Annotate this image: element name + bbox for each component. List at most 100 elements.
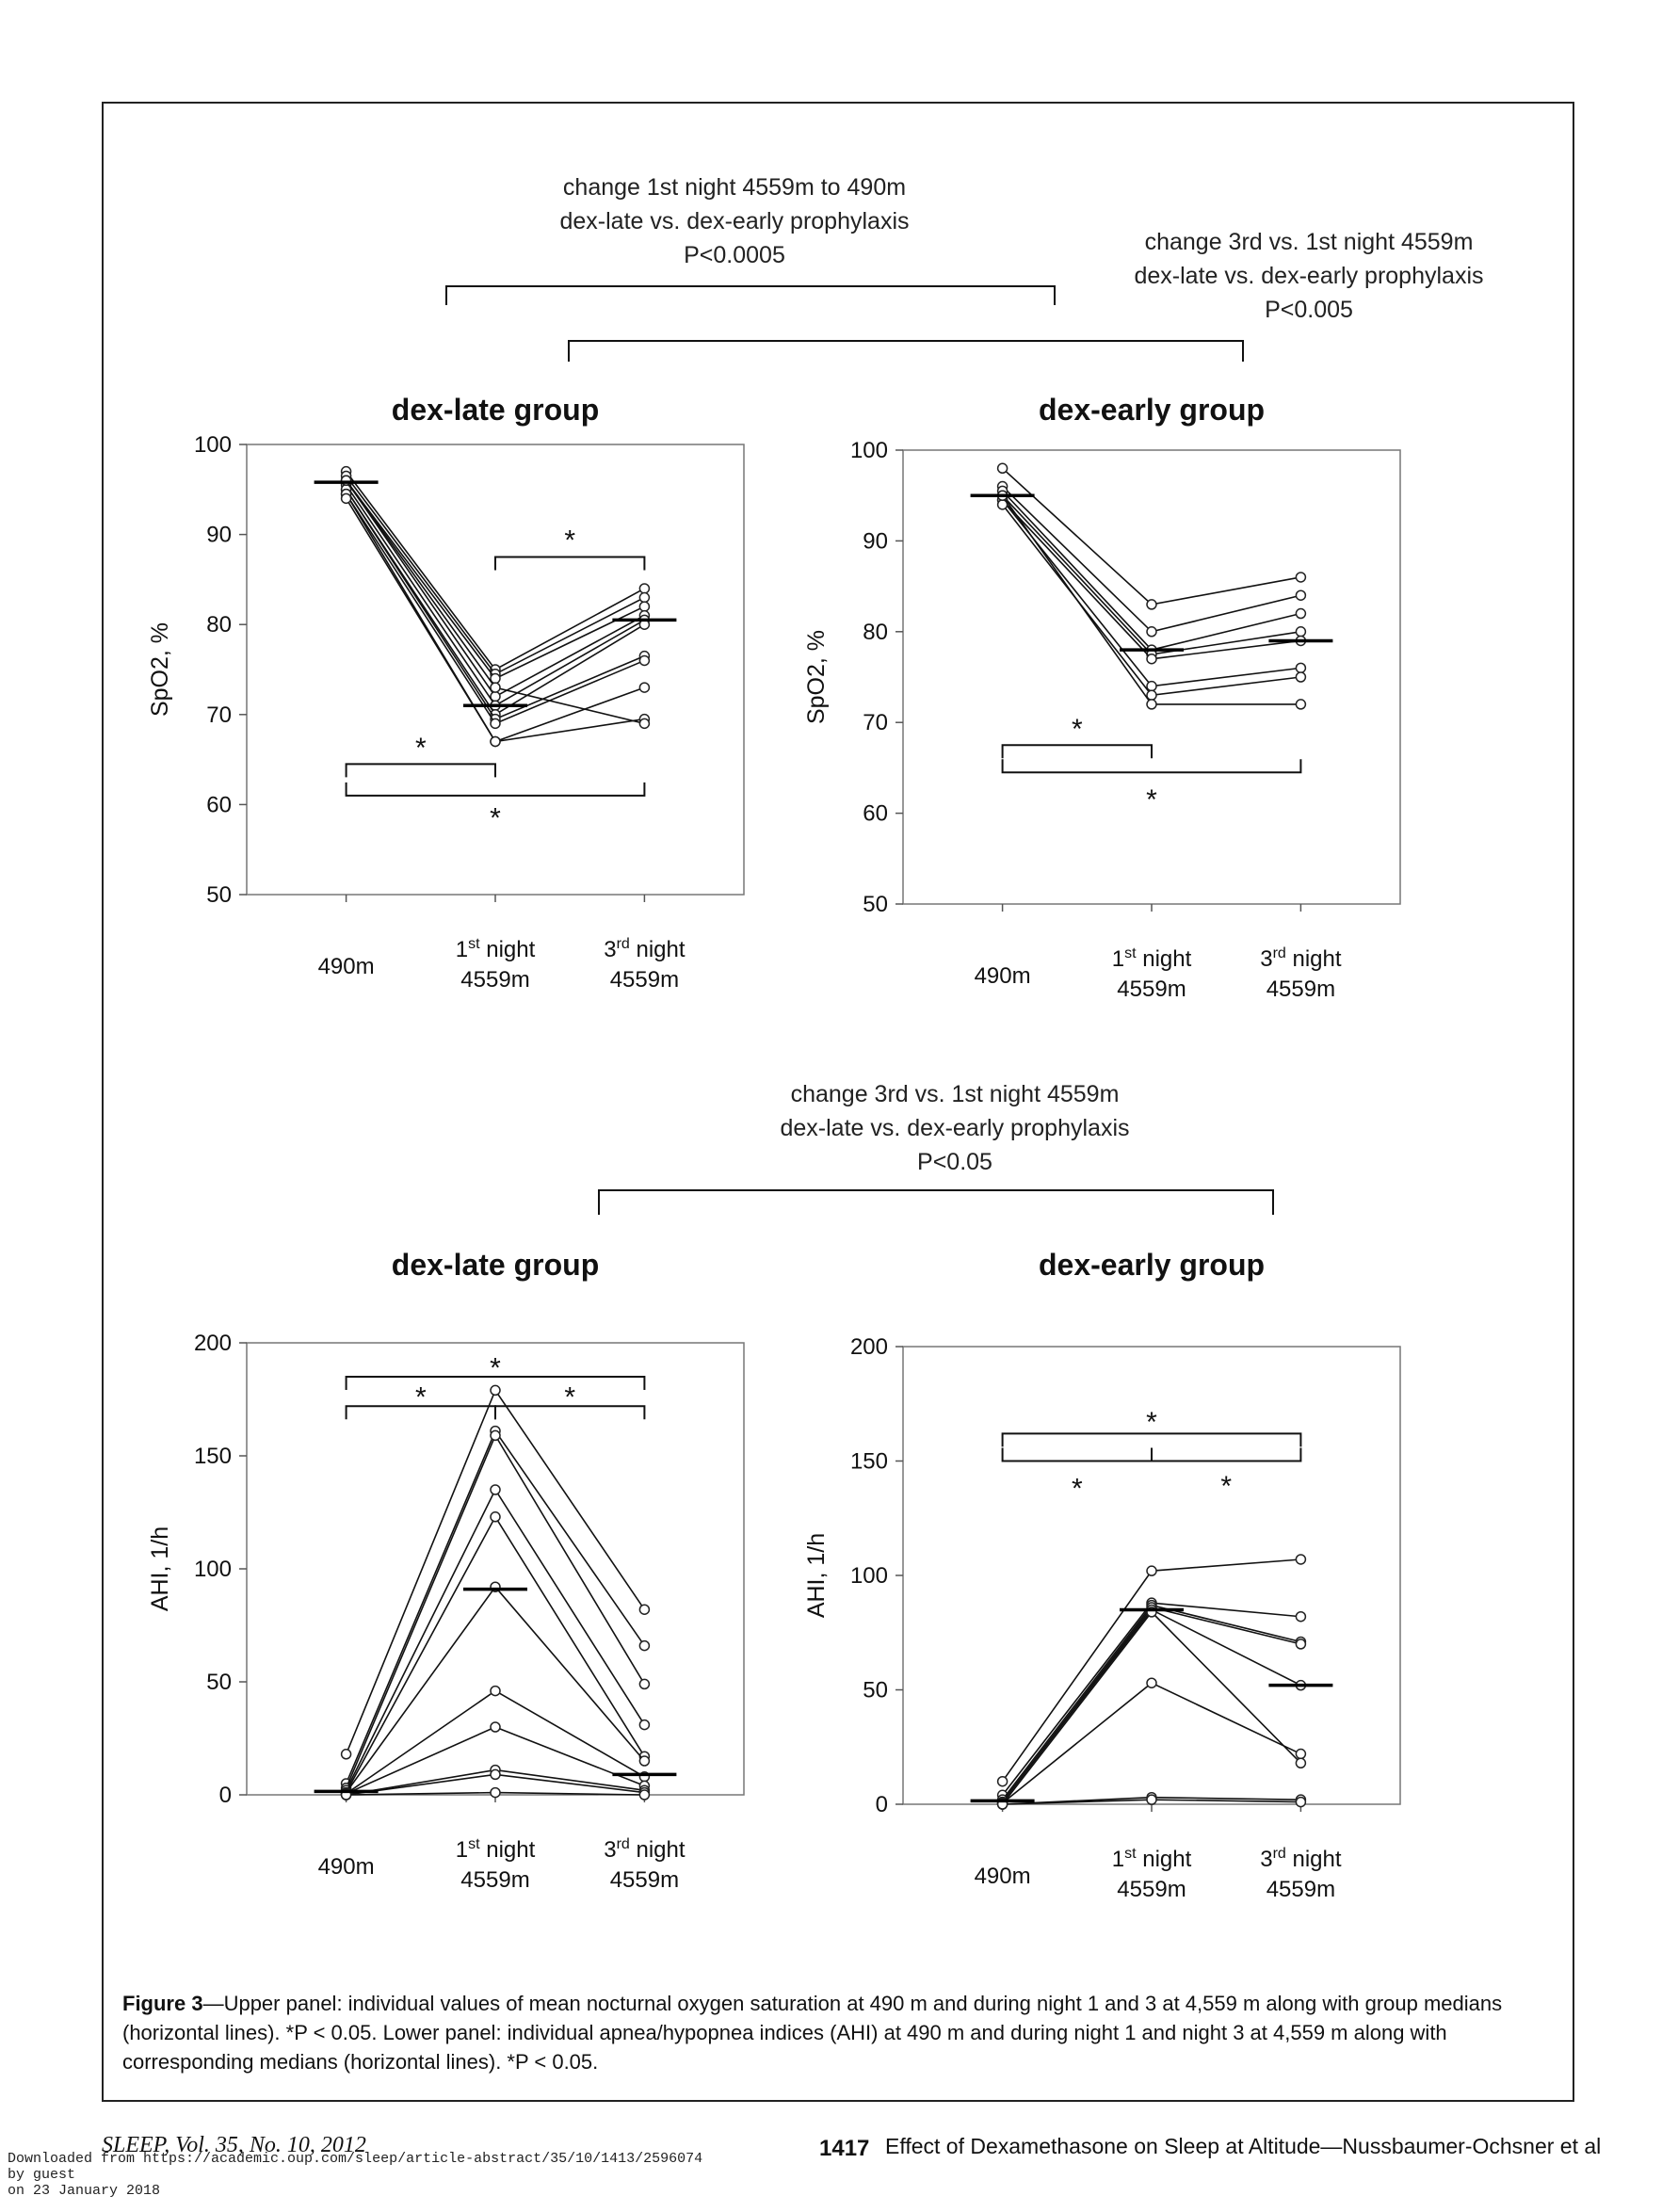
figure-caption: Figure 3—Upper panel: individual values … xyxy=(122,1989,1563,2076)
ahi-dex-late-panel: dex-late group 0 50 100 150 200 AHI, 1/h 490m 1s… xyxy=(147,1248,745,1893)
significance-star: * xyxy=(564,1382,575,1413)
x-tick-label: 4559m xyxy=(460,967,529,993)
y-tick-label: 50 xyxy=(863,1678,888,1703)
y-tick-label: 100 xyxy=(194,1557,232,1582)
comparison-bracket xyxy=(568,340,1244,362)
caption-label: Figure 3 xyxy=(122,1992,203,2015)
y-tick-label: 60 xyxy=(206,792,232,817)
y-tick-label: 50 xyxy=(206,882,232,908)
y-tick-label: 70 xyxy=(863,710,888,735)
y-tick-label: 150 xyxy=(850,1449,888,1475)
x-tick-label: 1st night xyxy=(456,936,536,962)
data-point xyxy=(1146,653,1157,665)
top-comparison-2: change 3rd vs. 1st night 4559m dex-late … xyxy=(1135,229,1484,323)
x-tick-label: 4559m xyxy=(1267,1877,1335,1902)
y-tick-label: 0 xyxy=(876,1792,888,1817)
y-axis-label: SpO2, % xyxy=(147,622,173,717)
comparison-bracket xyxy=(598,1189,1274,1215)
y-tick-label: 150 xyxy=(194,1444,232,1469)
y-tick-label: 50 xyxy=(863,892,888,917)
spo2-dex-late-panel: dex-late group 50 60 70 80 90 100 SpO2, % 490m 1s… xyxy=(147,393,745,993)
significance-star: * xyxy=(1146,784,1157,815)
x-tick-label: 4559m xyxy=(460,1867,529,1893)
significance-bracket xyxy=(1001,744,1153,759)
significance-bracket xyxy=(1151,1447,1302,1462)
y-tick-label: 100 xyxy=(194,432,232,458)
data-point xyxy=(490,1429,501,1442)
data-point xyxy=(1295,699,1307,710)
x-tick-label: 4559m xyxy=(1117,977,1186,1002)
data-point xyxy=(638,601,651,612)
data-point xyxy=(340,492,352,505)
data-point xyxy=(1295,1639,1307,1650)
x-tick-label: 1st night xyxy=(456,1836,536,1863)
significance-bracket xyxy=(345,1376,646,1390)
data-point xyxy=(1295,1757,1307,1769)
data-point xyxy=(1146,680,1157,692)
data-point xyxy=(1295,626,1307,638)
data-point xyxy=(638,1604,651,1615)
y-tick-label: 90 xyxy=(863,528,888,554)
y-tick-label: 80 xyxy=(863,620,888,645)
x-tick-label: 3rd night xyxy=(604,936,686,962)
x-tick-label: 1st night xyxy=(1112,1846,1192,1872)
chart-title: dex-late group xyxy=(392,1248,599,1282)
comparison-line: P<0.05 xyxy=(917,1149,992,1175)
ahi-dex-early-panel: dex-early group 0 50 100 150 200 AHI, 1/h 490m 1… xyxy=(803,1248,1401,1902)
significance-star: * xyxy=(1220,1471,1232,1502)
data-point xyxy=(490,1685,501,1697)
data-point xyxy=(1295,1554,1307,1565)
page-number: 1417 xyxy=(819,2136,870,2161)
data-point xyxy=(638,1789,651,1800)
significance-star: * xyxy=(1146,1407,1157,1438)
plot-area xyxy=(246,444,745,896)
significance-bracket xyxy=(1001,1432,1302,1447)
data-point xyxy=(340,1749,352,1760)
significance-star: * xyxy=(415,1382,427,1413)
data-point xyxy=(638,682,651,693)
significance-bracket xyxy=(345,763,496,778)
data-point xyxy=(1295,1610,1307,1623)
significance-star: * xyxy=(490,803,501,834)
data-point xyxy=(1146,1794,1157,1805)
data-point xyxy=(996,1775,1008,1787)
data-point xyxy=(638,718,651,730)
comparison-line: change 1st night 4559m to 490m xyxy=(563,174,906,201)
data-point xyxy=(490,1721,501,1733)
data-point xyxy=(1146,599,1157,610)
data-point xyxy=(490,1384,501,1397)
y-axis-label: AHI, 1/h xyxy=(147,1526,173,1611)
x-tick-label: 490m xyxy=(318,954,375,979)
y-axis-label: SpO2, % xyxy=(803,630,830,724)
data-point xyxy=(638,1639,651,1652)
x-tick-label: 1st night xyxy=(1112,945,1192,972)
data-point xyxy=(1295,589,1307,601)
chart-title: dex-early group xyxy=(1039,1248,1265,1282)
x-tick-label: 4559m xyxy=(610,967,679,993)
comparison-line: P<0.005 xyxy=(1265,297,1353,323)
spo2-dex-early-panel: dex-early group 50 60 70 80 90 100 SpO2, % 490m 1… xyxy=(803,393,1401,1002)
data-point xyxy=(1295,607,1307,620)
x-tick-label: 490m xyxy=(975,1864,1031,1889)
download-note: Downloaded from https://academic.oup.com… xyxy=(8,2151,703,2199)
y-tick-label: 100 xyxy=(850,438,888,463)
significance-star: * xyxy=(490,1352,501,1383)
x-tick-label: 3rd night xyxy=(1260,1846,1342,1872)
data-point xyxy=(1146,626,1157,638)
x-tick-label: 4559m xyxy=(610,1867,679,1893)
data-point xyxy=(490,1786,501,1799)
chart-title: dex-early group xyxy=(1039,393,1265,427)
data-point xyxy=(1295,1796,1307,1808)
x-tick-label: 490m xyxy=(318,1854,375,1880)
plot-area xyxy=(902,449,1401,905)
data-point xyxy=(638,1755,651,1767)
comparison-bracket xyxy=(445,285,1056,305)
figure-frame xyxy=(102,102,1574,2102)
significance-star: * xyxy=(415,733,427,764)
comparison-line: change 3rd vs. 1st night 4559m xyxy=(791,1081,1120,1107)
data-point xyxy=(1146,1565,1157,1576)
y-tick-label: 60 xyxy=(863,801,888,827)
significance-bracket xyxy=(1001,759,1302,774)
y-tick-label: 100 xyxy=(850,1563,888,1589)
data-point xyxy=(490,1511,501,1523)
